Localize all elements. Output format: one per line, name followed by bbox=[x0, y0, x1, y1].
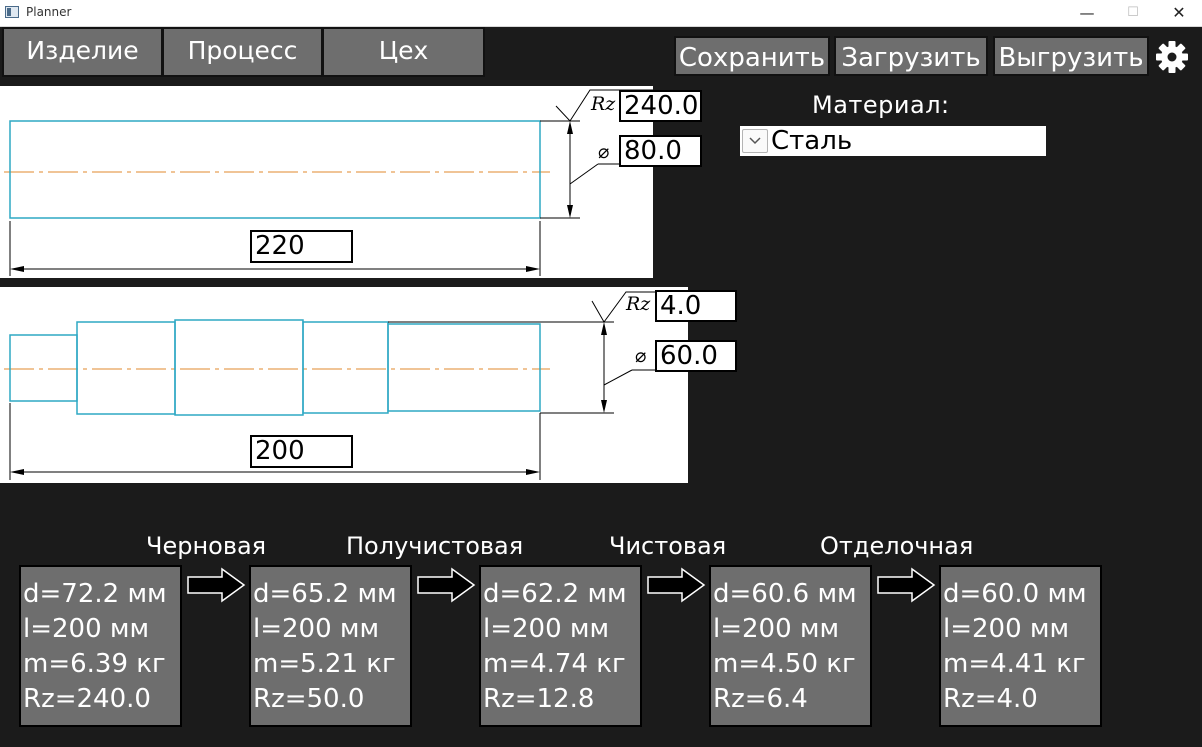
part-diameter-symbol: ⌀ bbox=[635, 345, 647, 367]
arrow-right-icon bbox=[877, 567, 936, 603]
load-button[interactable]: Загрузить bbox=[834, 36, 988, 76]
part-step-3 bbox=[174, 319, 304, 416]
stage-mass: m=4.74 кг bbox=[483, 649, 626, 679]
stage-box-blank: d=72.2 мм l=200 мм m=6.39 кг Rz=240.0 bbox=[19, 565, 182, 727]
material-selected-value: Сталь bbox=[771, 126, 853, 156]
export-button[interactable]: Выгрузить bbox=[993, 36, 1149, 76]
stage-mass: m=4.41 кг bbox=[943, 649, 1086, 679]
stage-roughness: Rz=6.4 bbox=[713, 684, 808, 714]
save-button[interactable]: Сохранить bbox=[674, 36, 830, 76]
blank-contour bbox=[9, 120, 541, 219]
arrow-right-icon bbox=[647, 567, 706, 603]
part-drawing bbox=[4, 291, 688, 480]
blank-length-input[interactable]: 220 bbox=[250, 230, 353, 263]
stage-box-fine-finishing: d=60.0 мм l=200 мм m=4.41 кг Rz=4.0 bbox=[939, 565, 1102, 727]
stage-title-finishing: Чистовая bbox=[609, 532, 727, 560]
arrow-right-icon bbox=[187, 567, 246, 603]
window-title: Planner bbox=[26, 5, 72, 19]
stage-mass: m=5.21 кг bbox=[253, 649, 396, 679]
close-button[interactable]: ✕ bbox=[1172, 3, 1186, 22]
stage-diameter: d=60.6 мм bbox=[713, 579, 857, 609]
blank-rz-label: Rz bbox=[591, 93, 616, 115]
stage-box-semifinishing: d=62.2 мм l=200 мм m=4.74 кг Rz=12.8 bbox=[479, 565, 642, 727]
part-rz-label: Rz bbox=[626, 293, 651, 315]
part-diameter-input[interactable]: 60.0 bbox=[655, 340, 737, 372]
blank-diameter-input[interactable]: 80.0 bbox=[619, 135, 702, 167]
stage-mass: m=6.39 кг bbox=[23, 649, 166, 679]
app-icon bbox=[5, 6, 19, 18]
maximize-button[interactable]: ☐ bbox=[1127, 5, 1139, 20]
gear-icon[interactable] bbox=[1154, 39, 1190, 75]
stage-length: l=200 мм bbox=[23, 614, 150, 644]
minimize-button[interactable]: — bbox=[1079, 4, 1095, 22]
part-step-2 bbox=[76, 321, 176, 415]
blank-drawing bbox=[4, 89, 653, 276]
stage-roughness: Rz=12.8 bbox=[483, 684, 595, 714]
arrow-right-icon bbox=[417, 567, 476, 603]
stage-diameter: d=62.2 мм bbox=[483, 579, 627, 609]
part-step-5 bbox=[387, 323, 541, 412]
tab-workshop[interactable]: Цех bbox=[322, 27, 485, 77]
stage-length: l=200 мм bbox=[253, 614, 380, 644]
stage-box-finishing: d=60.6 мм l=200 мм m=4.50 кг Rz=6.4 bbox=[709, 565, 872, 727]
stage-title-fine-finishing: Отделочная bbox=[820, 532, 974, 560]
stage-diameter: d=65.2 мм bbox=[253, 579, 397, 609]
window-titlebar: Planner — ☐ ✕ bbox=[0, 0, 1202, 27]
stage-roughness: Rz=4.0 bbox=[943, 684, 1038, 714]
stage-title-roughing: Черновая bbox=[146, 532, 267, 560]
blank-diameter-symbol: ⌀ bbox=[598, 141, 610, 163]
material-select[interactable]: Сталь bbox=[740, 126, 1046, 156]
stage-diameter: d=72.2 мм bbox=[23, 579, 167, 609]
chevron-down-icon[interactable] bbox=[742, 129, 768, 153]
stage-length: l=200 мм bbox=[483, 614, 610, 644]
part-rz-input[interactable]: 4.0 bbox=[655, 290, 737, 322]
tab-product[interactable]: Изделие bbox=[2, 27, 163, 77]
stage-length: l=200 мм bbox=[713, 614, 840, 644]
part-step-1 bbox=[9, 334, 78, 402]
part-length-input[interactable]: 200 bbox=[250, 435, 353, 468]
stage-length: l=200 мм bbox=[943, 614, 1070, 644]
stage-roughness: Rz=50.0 bbox=[253, 684, 365, 714]
part-step-4 bbox=[302, 321, 389, 414]
stage-mass: m=4.50 кг bbox=[713, 649, 856, 679]
material-label: Материал: bbox=[812, 91, 950, 119]
stage-title-semifinishing: Получистовая bbox=[346, 532, 524, 560]
tab-process[interactable]: Процесс bbox=[162, 27, 323, 77]
stage-roughness: Rz=240.0 bbox=[23, 684, 151, 714]
stage-box-roughing: d=65.2 мм l=200 мм m=5.21 кг Rz=50.0 bbox=[249, 565, 412, 727]
blank-rz-input[interactable]: 240.0 bbox=[619, 90, 702, 122]
stage-diameter: d=60.0 мм bbox=[943, 579, 1087, 609]
